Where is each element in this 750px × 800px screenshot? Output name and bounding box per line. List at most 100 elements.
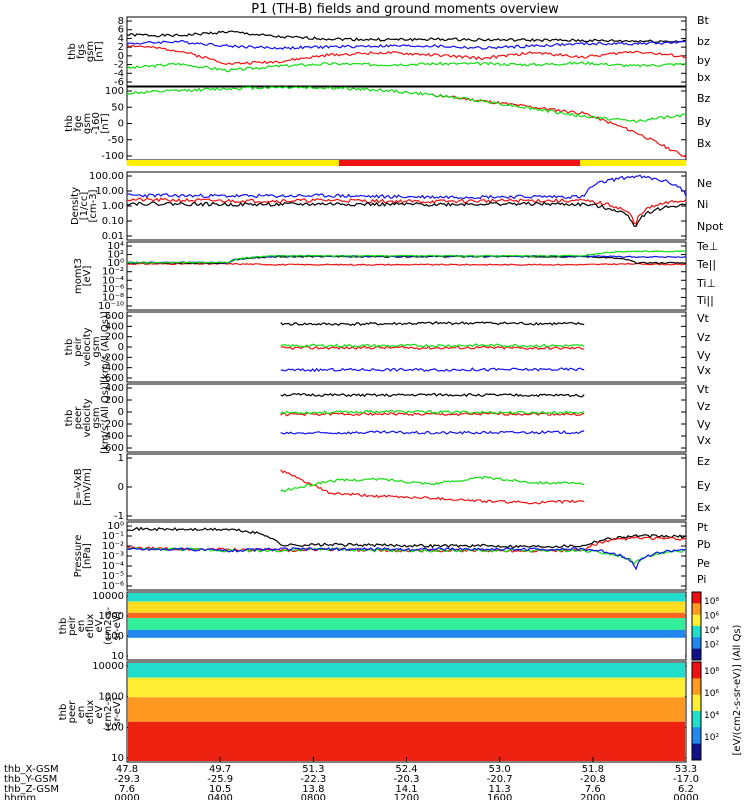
ylabel-peer_en: eflux [85,700,96,725]
ytick-label: 600 [105,311,124,322]
ytick-label: -1 [114,511,124,522]
legend-peer_vel-Vz: Vz [697,400,711,413]
series-fge-By [126,86,687,124]
xtick-label: 1600 [487,793,512,800]
ylabel-peir_vel: velocity [82,327,93,366]
ylabel-peer_en: eV [94,705,105,718]
ylabel-fgs: thb [67,43,78,60]
legend-pressure-Pe: Pe [697,557,710,570]
legend-peir_vel-Vy: Vy [697,349,711,362]
xtick-label: 52.4 [395,764,417,775]
ylabel-peer_en: (cm2-s- [103,693,114,731]
ytick-label: -50 [108,135,124,146]
xtick-label: 7.6 [585,784,601,795]
ytick-label: 50 [111,102,124,113]
colorbar-step [692,743,701,761]
ytick-label: 10⁻⁴ [102,561,124,572]
heatmap-band [128,601,685,613]
colorbar-step [692,637,701,650]
series-pressure-Pb [126,535,687,553]
panel-frame-peir_en [126,591,687,661]
xaxis-row-label: thb_Z-GSM [4,784,59,795]
ytick-label: 10⁻² [102,541,124,552]
series-peer_vel-Vy [280,409,585,415]
ytick-label: 100.00 [89,171,124,182]
colorbar-tick: 10⁶ [704,689,719,699]
legend-fge-Bz: Bz [697,92,711,105]
series-peer_vel-Vx [280,430,585,435]
colorbar-step [692,727,701,745]
ytick-label: -600 [101,373,124,384]
colorbar-tick: 10⁴ [704,626,719,636]
ylabel-peir_vel: gsm [91,336,102,357]
series-density-Ne [126,197,687,225]
colorbar-tick: 10⁸ [704,597,719,607]
ytick-label: 10⁻⁵ [102,571,124,582]
heatmap-band [128,677,685,698]
ylabel-density: [1/cc] [79,192,90,221]
ytick-label: 10 [111,753,124,764]
heatmap-peir_en [128,593,685,659]
ylabel-density: [cm-3] [88,189,99,222]
ytick-label: 0.10 [102,216,124,227]
series-peir_vel-Vx [280,367,585,373]
colorbar-label: [eV/(cm2-s-sr-eV)] (All Qs) [732,624,743,755]
xtick-label: -20.3 [394,774,420,785]
ytick-label: 10⁰ [107,258,124,269]
ylabel-fgs: fgs [76,44,87,59]
ylabel-mom_temp: [eV] [82,266,93,287]
ylabel-peer_vel: peer [73,406,84,430]
legend-pressure-Pi: Pi [697,573,706,586]
ytick-label: 4 [118,33,124,44]
ytick-label: -100 [101,151,124,162]
ylabel-fge: -160 [91,112,102,135]
colorbar-tick: 10² [704,733,719,743]
series-density-Npot [126,174,687,200]
ytick-label: 0 [118,482,124,493]
legend-fge-By: By [697,115,712,128]
ytick-label: 10 [111,651,124,662]
ytick-label: -400 [101,363,124,374]
xtick-label: -25.9 [207,774,233,785]
ylabel-fge: fge [73,115,84,131]
panel-frame-fge [126,86,687,161]
xtick-label: 51.3 [302,764,324,775]
ytick-label: 1.00 [102,201,124,212]
ylabel-peir_en: sr-eV) [112,611,123,640]
ylabel-fge: thb [64,115,75,132]
xtick-label: 2000 [580,793,605,800]
ytick-label: 10.00 [95,186,124,197]
xtick-label: 53.0 [489,764,511,775]
xtick-label: 53.3 [675,764,697,775]
ytick-label: 200 [105,332,124,343]
series-density-Ni [126,201,687,227]
ytick-label: 100 [105,722,124,733]
ytick-label: 200 [105,395,124,406]
series-peir_vel-Vy [280,343,585,348]
ylabel-fgs: gsm [85,41,96,62]
legend-peer_vel-Vt: Vt [697,383,710,396]
xaxis-row-label: hhmm [4,793,36,800]
xaxis-row-label: thb_X-GSM [4,764,59,775]
ytick-label: -6 [114,77,124,88]
colorbar-step [692,648,701,661]
legend-fge-Bx: Bx [697,137,712,150]
xtick-label: 47.8 [116,764,138,775]
ytick-label: 400 [105,383,124,394]
ytick-label: 1 [118,453,124,464]
legend-mom_temp-Te||: Te|| [696,258,716,271]
ylabel-peir_en: eflux [85,614,96,639]
ylabel-mom_temp: momt3 [73,258,84,294]
panel-frame-pressure [126,521,687,591]
ylabel-peir_vel: [km/s (All Qs)] [100,311,111,383]
ytick-label: 0 [118,119,124,130]
ytick-label: 0 [118,407,124,418]
xtick-label: 51.8 [582,764,604,775]
colorbar: 10⁸ 10⁶ 10⁴ 10² 10⁸ 10⁶ 10⁴ 10² [eV/(cm2-s-sr-eV… [691,591,743,761]
xaxis-row-label: thb_Y-GSM [4,774,57,785]
ytick-label: 400 [105,321,124,332]
ylabel-fgs: [nT] [94,41,105,61]
series-peir_vel-Vt [280,321,585,327]
ytick-label: 10⁻⁸ [102,292,124,303]
xtick-label: 0000 [114,793,139,800]
